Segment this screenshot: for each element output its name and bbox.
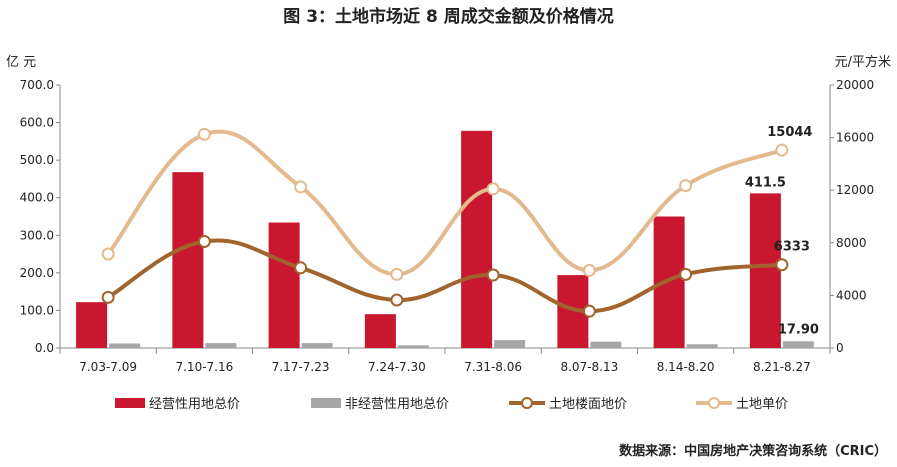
data-label: 17.90 <box>778 322 819 337</box>
left-tick-label: 700.0 <box>20 78 54 92</box>
left-tick-label: 0.0 <box>35 341 54 355</box>
left-tick-label: 500.0 <box>20 153 54 167</box>
left-axis-unit: 亿 元 <box>6 55 36 70</box>
floor-price-point <box>775 258 789 272</box>
bar-non-operating <box>494 340 526 348</box>
category-label: 7.24-7.30 <box>368 360 426 374</box>
legend-marker <box>708 397 720 409</box>
bar-non-operating <box>109 343 141 348</box>
right-tick-label: 20000 <box>836 78 874 92</box>
unit-price-point <box>775 143 789 157</box>
category-label: 7.10-7.16 <box>175 360 233 374</box>
bar-operating <box>172 172 204 348</box>
bar-non-operating <box>301 343 333 348</box>
data-source: 数据来源：中国房地产决策咨询系统（CRIC） <box>619 444 887 459</box>
unit-price-point <box>582 263 596 277</box>
legend-swatch <box>311 398 341 408</box>
right-tick-label: 4000 <box>836 288 867 302</box>
unit-price-point <box>197 127 211 141</box>
bar-non-operating <box>397 345 429 348</box>
floor-price-line <box>107 238 783 314</box>
right-tick-label: 16000 <box>836 131 874 145</box>
floor-price-point <box>486 268 500 282</box>
legend-swatch <box>115 398 145 408</box>
floor-price-point <box>679 267 693 281</box>
category-label: 8.14-8.20 <box>657 360 715 374</box>
chart-canvas: 700.0 600.0 500.0 400.0 300.0 200.0 100.0 0.0 20… <box>6 54 891 412</box>
left-tick-label: 200.0 <box>20 266 54 280</box>
floor-price-point <box>582 304 596 318</box>
left-tick-label: 400.0 <box>20 191 54 205</box>
data-label: 15044 <box>767 125 812 140</box>
right-axis-unit: 元/平方米 <box>835 54 891 70</box>
bar-non-operating <box>782 341 814 348</box>
unit-price-point <box>101 247 115 261</box>
data-label: 411.5 <box>745 175 786 190</box>
unit-price-point <box>679 179 693 193</box>
unit-price-point <box>486 182 500 196</box>
chart-title: 图 3：土地市场近 8 周成交金额及价格情况 <box>283 7 614 27</box>
right-tick-label: 0 <box>836 341 844 355</box>
left-tick-label: 600.0 <box>20 116 54 130</box>
unit-price-point <box>390 267 404 281</box>
floor-price-point <box>294 261 308 275</box>
left-tick-label: 100.0 <box>20 303 54 317</box>
legend-marker <box>521 397 533 409</box>
category-label: 7.31-8.06 <box>464 360 522 374</box>
bar-operating <box>461 130 493 348</box>
bar-non-operating <box>205 343 237 348</box>
category-label: 7.03-7.09 <box>79 360 137 374</box>
data-label: 6333 <box>774 240 810 255</box>
legend-label: 经营性用地总价 <box>149 397 240 412</box>
bar-operating <box>268 222 300 348</box>
bar-operating <box>364 314 396 348</box>
right-tick-label: 8000 <box>836 236 867 250</box>
category-label: 7.17-7.23 <box>272 360 330 374</box>
unit-price-line <box>106 129 783 277</box>
bar-operating <box>653 216 685 348</box>
legend-label: 土地楼面地价 <box>549 397 627 412</box>
right-tick-label: 12000 <box>836 183 874 197</box>
legend-label: 土地单价 <box>736 397 788 412</box>
bar-operating <box>76 302 108 348</box>
bar-operating <box>749 193 781 348</box>
bar-non-operating <box>590 341 622 348</box>
bar-non-operating <box>686 344 718 348</box>
category-label: 8.21-8.27 <box>753 360 811 374</box>
legend-label: 非经营性用地总价 <box>345 397 449 412</box>
category-label: 8.07-8.13 <box>560 360 618 374</box>
floor-price-point <box>101 290 115 304</box>
left-tick-label: 300.0 <box>20 228 54 242</box>
unit-price-point <box>294 180 308 194</box>
floor-price-point <box>390 293 404 307</box>
floor-price-point <box>197 234 211 248</box>
